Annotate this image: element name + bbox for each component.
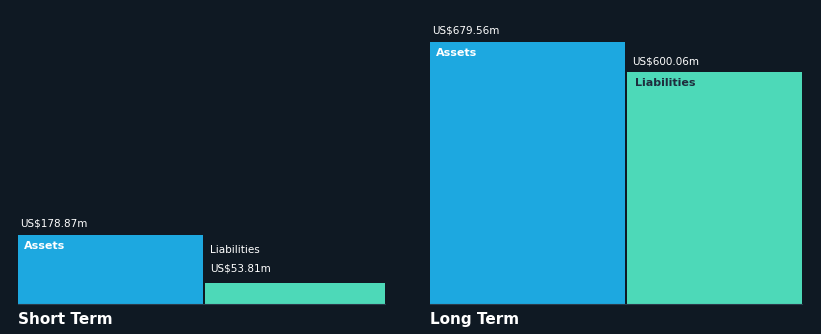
Text: Short Term: Short Term — [18, 312, 112, 327]
FancyBboxPatch shape — [205, 283, 385, 304]
FancyBboxPatch shape — [18, 235, 203, 304]
Text: Liabilities: Liabilities — [635, 78, 695, 89]
Text: US$178.87m: US$178.87m — [20, 219, 87, 229]
Text: US$600.06m: US$600.06m — [632, 56, 699, 66]
Text: US$53.81m: US$53.81m — [210, 263, 271, 273]
Text: Liabilities: Liabilities — [210, 245, 259, 255]
Text: Long Term: Long Term — [430, 312, 519, 327]
Text: Assets: Assets — [24, 241, 65, 251]
Text: Assets: Assets — [436, 48, 477, 58]
FancyBboxPatch shape — [430, 42, 625, 304]
Text: US$679.56m: US$679.56m — [432, 26, 499, 36]
FancyBboxPatch shape — [627, 72, 802, 304]
